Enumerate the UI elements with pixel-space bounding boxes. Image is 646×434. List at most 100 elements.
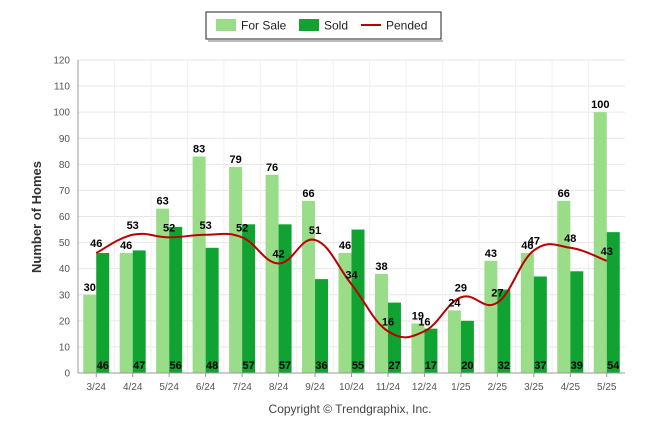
bar-for-sale [447, 310, 461, 373]
label-for-sale: 19 [412, 310, 424, 322]
bar-for-sale [156, 208, 170, 373]
label-sold: 46 [97, 360, 109, 372]
label-sold: 32 [498, 360, 510, 372]
bar-sold [278, 224, 292, 373]
x-tick-label: 5/25 [597, 382, 617, 393]
bar-sold [315, 279, 329, 373]
label-for-sale: 66 [558, 188, 570, 200]
x-tick-label: 10/24 [339, 382, 364, 393]
y-tick-label: 120 [53, 56, 70, 67]
label-pended: 43 [601, 246, 613, 258]
bar-for-sale [229, 166, 243, 373]
label-for-sale: 46 [120, 240, 132, 252]
legend-label-for-sale: For Sale [241, 19, 287, 33]
bar-for-sale [119, 253, 133, 373]
bar-for-sale [83, 294, 97, 373]
label-pended: 16 [382, 316, 394, 328]
bar-for-sale [411, 323, 425, 373]
bar-for-sale [265, 174, 279, 373]
legend-label-sold: Sold [324, 19, 348, 33]
bar-sold [132, 250, 146, 373]
bar-sold [387, 302, 401, 373]
y-tick-label: 80 [59, 160, 71, 171]
label-for-sale: 46 [339, 240, 351, 252]
label-sold: 27 [388, 360, 400, 372]
label-pended: 47 [528, 235, 540, 247]
bar-for-sale [338, 253, 352, 373]
label-for-sale: 43 [485, 248, 497, 260]
y-tick-label: 90 [59, 134, 71, 145]
legend-swatch-sold [299, 19, 319, 31]
bar-for-sale [302, 200, 316, 373]
bar-for-sale [520, 253, 534, 373]
label-sold: 57 [279, 360, 291, 372]
bar-sold [351, 229, 365, 373]
label-pended: 27 [491, 288, 503, 300]
label-sold: 17 [425, 360, 437, 372]
label-sold: 36 [315, 360, 327, 372]
bar-sold [460, 320, 474, 373]
label-pended: 48 [564, 233, 576, 245]
label-for-sale: 30 [84, 282, 96, 294]
label-pended: 42 [272, 248, 284, 260]
label-for-sale: 24 [448, 297, 461, 309]
label-pended: 29 [455, 282, 467, 294]
x-tick-label: 7/24 [232, 382, 252, 393]
x-tick-label: 11/24 [376, 382, 401, 393]
label-sold: 37 [534, 360, 546, 372]
legend: For Sale Sold Pended [205, 11, 443, 42]
copyright-footer: Copyright © Trendgraphix, Inc. [269, 402, 432, 416]
bar-sold [497, 289, 511, 373]
legend-box [205, 11, 442, 40]
y-axis-title: Number of Homes [29, 161, 44, 273]
x-tick-label: 8/24 [269, 382, 289, 393]
y-tick-label: 10 [59, 342, 71, 353]
y-tick-label: 0 [64, 369, 70, 380]
label-for-sale: 100 [591, 99, 609, 111]
axes: 0 10 20 30 40 50 60 70 80 90 100 110 120 3/24 4/24 5/24… [53, 56, 625, 393]
bar-for-sale [557, 200, 571, 373]
bar-for-sale [192, 156, 206, 373]
x-tick-label: 6/24 [196, 382, 216, 393]
label-for-sale: 76 [266, 162, 278, 174]
y-tick-label: 100 [53, 108, 70, 119]
pended-line [95, 232, 608, 339]
bar-sold [424, 328, 438, 373]
label-sold: 48 [206, 360, 218, 372]
line-series [95, 232, 608, 339]
y-tick-label: 30 [59, 290, 71, 301]
label-for-sale: 38 [375, 261, 387, 273]
label-pended: 53 [127, 220, 139, 232]
x-tick-label: 4/25 [561, 382, 581, 393]
x-tick-label: 5/24 [159, 382, 179, 393]
label-pended: 52 [236, 222, 248, 234]
bar-sold [570, 271, 584, 373]
label-for-sale: 79 [229, 154, 241, 166]
label-for-sale: 66 [302, 188, 314, 200]
bar-sold [96, 253, 110, 373]
y-tick-label: 60 [59, 212, 71, 223]
y-tick-label: 70 [59, 186, 71, 197]
label-pended: 53 [200, 220, 212, 232]
bar-sold [169, 226, 183, 373]
label-for-sale: 46 [521, 240, 533, 252]
x-tick-label: 12/24 [412, 382, 437, 393]
bar-series [83, 112, 620, 374]
label-sold: 55 [352, 360, 364, 372]
label-pended: 16 [418, 316, 430, 328]
bar-sold [606, 232, 620, 373]
label-sold: 56 [170, 360, 182, 372]
label-for-sale: 63 [157, 196, 169, 208]
label-pended: 46 [90, 238, 102, 250]
x-tick-label: 4/24 [123, 382, 143, 393]
label-sold: 57 [242, 360, 254, 372]
bar-for-sale [593, 112, 607, 374]
label-sold: 20 [461, 360, 473, 372]
label-for-sale: 83 [193, 144, 205, 156]
x-tick-label: 3/24 [86, 382, 106, 393]
label-sold: 47 [133, 360, 145, 372]
label-pended: 34 [345, 269, 358, 281]
